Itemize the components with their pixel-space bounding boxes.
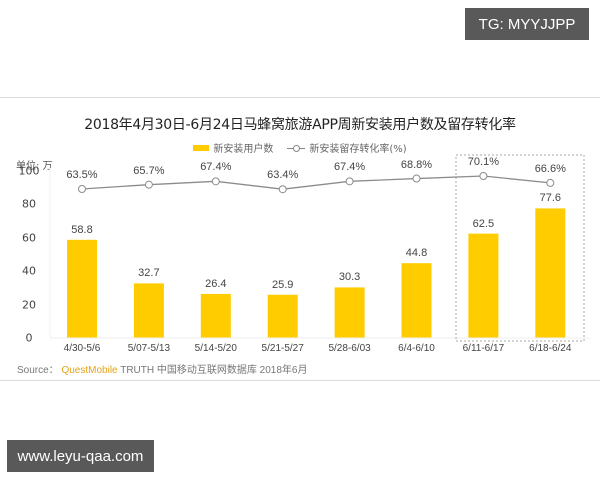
legend-label: 新安装用户数 xyxy=(213,144,274,155)
bar xyxy=(535,208,566,338)
legend-label: 新安装留存转化率(%) xyxy=(309,144,407,155)
line-marker xyxy=(78,185,86,193)
line-marker xyxy=(479,172,488,180)
source-note: Source： QuestMobile TRUTH 中国移动互联网数据库 201… xyxy=(17,361,307,376)
line-marker xyxy=(412,174,421,183)
bar-value-label: 26.4 xyxy=(205,277,227,290)
retention-value-label: 67.4% xyxy=(333,161,366,174)
bar xyxy=(468,233,499,338)
x-tick-label: 5/07-5/13 xyxy=(127,343,171,354)
x-tick-label: 5/21-5/27 xyxy=(261,343,304,354)
y-tick-label: 40 xyxy=(22,264,36,278)
retention-value-label: 63.4% xyxy=(267,169,299,182)
bar-value-label: 30.3 xyxy=(338,271,361,284)
y-tick-label: 60 xyxy=(22,231,36,245)
source-rest: TRUTH 中国移动互联网数据库 2018年6月 xyxy=(120,365,308,376)
line-marker xyxy=(278,185,287,194)
x-tick-label: 6/4-6/10 xyxy=(398,343,435,354)
retention-value-label: 63.5% xyxy=(66,169,98,181)
y-tick-label: 0 xyxy=(25,331,33,345)
x-tick-label: 6/18-6/24 xyxy=(529,343,572,354)
highlight-dashed-box xyxy=(455,154,585,342)
watermark-bottom: www.leyu-qaa.com xyxy=(7,440,154,472)
bar-value-label: 32.7 xyxy=(138,267,160,280)
y-axis-unit-label: 单位: 万 xyxy=(16,161,53,172)
bar-value-label: 77.6 xyxy=(539,192,561,205)
retention-value-label: 70.1% xyxy=(467,156,499,168)
x-tick-label: 6/11-6/17 xyxy=(462,343,505,354)
y-tick-label: 20 xyxy=(22,298,36,312)
retention-markers xyxy=(78,172,555,194)
bar-value-label: 25.9 xyxy=(271,278,294,291)
retention-value-label: 68.8% xyxy=(400,158,433,171)
line-marker xyxy=(546,178,555,187)
bar-series xyxy=(67,208,566,338)
source-prefix: Source： xyxy=(17,365,59,376)
retention-value-label: 67.4% xyxy=(200,161,232,174)
bar-value-label: 62.5 xyxy=(472,217,495,230)
x-tick-label: 5/28-6/03 xyxy=(328,343,371,354)
line-marker xyxy=(345,177,354,186)
y-tick-label: 100 xyxy=(18,164,40,178)
bar xyxy=(334,287,365,338)
chart-legend: 新安装用户数 新安装留存转化率(%) xyxy=(0,140,600,155)
legend-item-bar: 新安装用户数 xyxy=(193,140,273,155)
bar xyxy=(133,283,164,338)
bar-value-label: 58.8 xyxy=(71,223,93,236)
x-tick-label: 5/14-5/20 xyxy=(194,343,237,354)
chart-frame xyxy=(0,97,600,381)
legend-line-marker-icon xyxy=(287,144,306,152)
line-marker xyxy=(144,180,153,189)
retention-value-label: 65.7% xyxy=(133,164,165,177)
bar xyxy=(67,239,97,338)
chart-title: 2018年4月30日-6月24日马蜂窝旅游APP周新安装用户数及留存转化率 xyxy=(84,117,516,133)
bar xyxy=(267,294,298,338)
source-brand: QuestMobile xyxy=(61,365,118,376)
legend-item-line: 新安装留存转化率(%) xyxy=(287,140,407,155)
bar-value-label: 44.8 xyxy=(405,247,428,260)
line-marker xyxy=(211,177,220,186)
watermark-top: TG: MYYJJPP xyxy=(465,8,589,40)
x-tick-label: 4/30-5/6 xyxy=(63,343,101,354)
legend-swatch-icon xyxy=(193,144,210,151)
bar xyxy=(200,293,231,338)
y-tick-label: 80 xyxy=(22,197,36,211)
bar xyxy=(401,263,432,338)
retention-line xyxy=(81,175,551,190)
retention-value-label: 66.6% xyxy=(534,162,566,175)
